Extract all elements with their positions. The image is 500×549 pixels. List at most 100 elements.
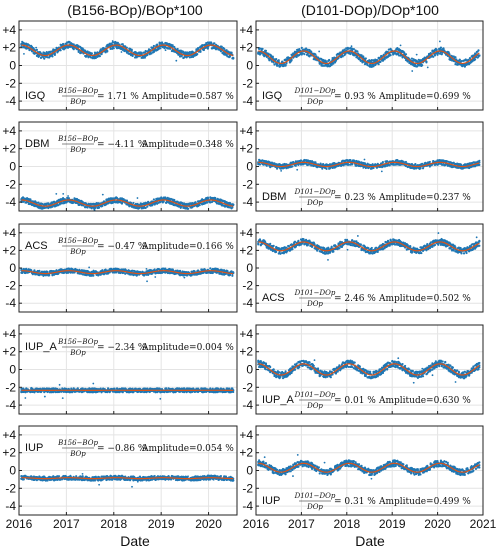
data-point xyxy=(97,206,101,209)
data-point xyxy=(428,160,431,164)
site-label: ACS xyxy=(262,292,285,304)
data-point xyxy=(150,52,153,55)
data-point xyxy=(209,267,212,270)
data-point xyxy=(379,60,382,63)
data-point xyxy=(173,198,176,202)
data-point xyxy=(64,46,67,50)
fraction-denominator: DOp xyxy=(306,199,323,207)
data-point xyxy=(411,70,414,72)
y-tick-label: -4 xyxy=(5,195,16,209)
fraction-numerator: D101−DOp xyxy=(294,87,336,95)
mean-value: = 2.46 % xyxy=(334,294,376,304)
site-label: DBM xyxy=(25,138,49,150)
data-point xyxy=(206,47,209,50)
data-point xyxy=(261,47,264,50)
data-point xyxy=(178,55,182,58)
data-point xyxy=(100,53,103,56)
amplitude-value: Amplitude=0.699 % xyxy=(378,92,471,102)
data-point xyxy=(92,274,95,277)
data-point xyxy=(94,55,97,58)
data-point xyxy=(62,192,65,195)
data-point xyxy=(154,276,157,278)
fraction-numerator: D101−DOp xyxy=(294,289,336,297)
data-point xyxy=(370,246,373,250)
data-point xyxy=(125,203,128,206)
data-point xyxy=(421,64,424,67)
data-point xyxy=(179,207,182,209)
data-point xyxy=(310,245,314,248)
data-point xyxy=(277,59,280,62)
data-point xyxy=(305,164,308,166)
data-point xyxy=(284,64,287,67)
data-point xyxy=(121,43,124,46)
fraction-denominator: BOp xyxy=(69,248,86,256)
data-point xyxy=(159,47,162,50)
y-tick-label: +4 xyxy=(2,226,16,240)
data-point xyxy=(232,56,235,60)
y-tick-label: 0 xyxy=(9,261,16,275)
data-point xyxy=(33,269,36,272)
y-tick-label: -2 xyxy=(5,76,16,90)
column-title-left: (B156-BOp)/BOp*100 xyxy=(67,2,203,18)
data-point xyxy=(386,239,390,242)
column-title-right: (D101-DOp)/DOp*100 xyxy=(301,2,439,18)
data-point xyxy=(52,48,56,51)
data-point xyxy=(146,280,148,283)
data-point xyxy=(451,249,453,252)
data-point xyxy=(433,243,437,247)
data-point xyxy=(296,168,299,171)
y-tick-label: -4 xyxy=(242,296,253,310)
data-point xyxy=(38,269,41,273)
y-tick-label: +4 xyxy=(2,124,16,138)
data-point xyxy=(101,193,104,196)
y-tick-label: 0 xyxy=(246,160,253,174)
data-point xyxy=(149,268,151,271)
y-tick-label: 0 xyxy=(246,261,253,275)
data-point xyxy=(89,56,92,59)
data-point xyxy=(43,57,46,60)
y-tick-label: +4 xyxy=(2,23,16,37)
data-point xyxy=(332,250,335,253)
data-point xyxy=(53,53,57,56)
data-point xyxy=(180,55,183,58)
data-point xyxy=(275,58,278,61)
y-tick-label: +2 xyxy=(239,142,253,156)
data-points xyxy=(20,382,235,400)
mean-value: = −4.11 % xyxy=(97,140,147,150)
data-point xyxy=(362,166,365,169)
mean-value: = 0.93 % xyxy=(334,92,376,102)
data-point xyxy=(228,273,232,277)
data-point xyxy=(475,236,478,239)
data-point xyxy=(409,245,412,248)
data-point xyxy=(258,238,262,241)
data-point xyxy=(474,58,477,61)
data-point xyxy=(183,276,186,279)
data-point xyxy=(303,53,306,56)
data-point xyxy=(106,49,109,52)
data-point xyxy=(111,40,114,42)
data-point xyxy=(421,167,425,170)
data-points xyxy=(20,40,235,62)
data-point xyxy=(264,49,268,52)
y-tick-label: +4 xyxy=(239,226,253,240)
data-point xyxy=(477,49,480,52)
data-point xyxy=(300,46,303,49)
data-point xyxy=(145,268,148,270)
data-point xyxy=(164,49,167,52)
data-point xyxy=(377,63,380,66)
y-tick-label: +4 xyxy=(239,23,253,37)
data-point xyxy=(425,60,428,63)
data-point xyxy=(438,40,441,43)
fraction-denominator: DOp xyxy=(306,300,323,308)
data-point xyxy=(435,48,438,51)
data-point xyxy=(88,266,91,269)
data-point xyxy=(39,56,43,59)
data-point xyxy=(143,56,146,59)
data-point xyxy=(460,251,463,254)
data-point xyxy=(177,53,180,56)
data-point xyxy=(432,55,435,58)
amplitude-value: Amplitude=0.587 % xyxy=(141,92,234,102)
data-point xyxy=(350,45,353,48)
data-point xyxy=(465,251,468,255)
